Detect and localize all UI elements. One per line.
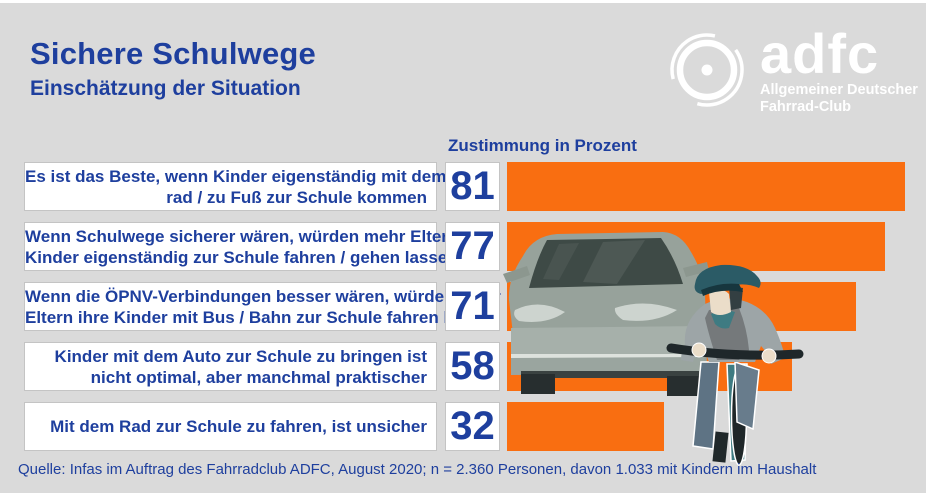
percentage-bar xyxy=(507,222,885,271)
statement-label: Wenn Schulwege sicherer wären, würden me… xyxy=(24,222,495,271)
adfc-logo: adfc Allgemeiner Deutscher Fahrrad-Club xyxy=(664,22,918,118)
chart-row: Mit dem Rad zur Schule zu fahren, ist un… xyxy=(0,402,926,451)
statement-label-line: Eltern ihre Kinder mit Bus / Bahn zur Sc… xyxy=(25,307,497,327)
source-note: Quelle: Infas im Auftrag des Fahrradclub… xyxy=(18,461,817,478)
statement-label: Mit dem Rad zur Schule zu fahren, ist un… xyxy=(24,402,437,451)
value-badge: 77 xyxy=(445,222,500,271)
statement-label-line: nicht optimal, aber manchmal praktischer xyxy=(90,367,427,387)
bicycle-wheel-icon xyxy=(664,22,750,118)
chart-row: Kinder mit dem Auto zur Schule zu bringe… xyxy=(0,342,926,391)
page-title: Sichere Schulwege xyxy=(30,36,316,71)
statement-label: Kinder mit dem Auto zur Schule zu bringe… xyxy=(24,342,437,391)
statement-label-line: Wenn Schulwege sicherer wären, würden me… xyxy=(25,226,495,246)
value-badge: 71 xyxy=(445,282,500,331)
statement-label: Es ist das Beste, wenn Kinder eigenständ… xyxy=(24,162,494,211)
percentage-bar xyxy=(507,402,664,451)
statement-label-line: Es ist das Beste, wenn Kinder eigenständ… xyxy=(25,166,494,186)
logo-brand: adfc xyxy=(760,22,880,85)
value-badge: 58 xyxy=(445,342,500,391)
percentage-bar xyxy=(507,342,792,391)
logo-tagline-line1: Allgemeiner Deutscher xyxy=(760,82,918,98)
statement-label-line: Mit dem Rad zur Schule zu fahren, ist un… xyxy=(50,417,427,436)
statement-label-line: rad / zu Fuß zur Schule kommen xyxy=(166,187,427,207)
statement-label-line: Kinder eigenständig zur Schule fahren / … xyxy=(25,247,458,267)
value-badge: 32 xyxy=(445,402,500,451)
statement-label: Wenn die ÖPNV-Verbindungen besser wären,… xyxy=(24,282,501,331)
chart-row: Wenn die ÖPNV-Verbindungen besser wären,… xyxy=(0,282,926,331)
statement-label-line: Wenn die ÖPNV-Verbindungen besser wären,… xyxy=(25,286,501,306)
logo-tagline: Allgemeiner Deutscher Fahrrad-Club xyxy=(760,82,918,116)
value-badge: 81 xyxy=(445,162,500,211)
logo-tagline-line2: Fahrrad-Club xyxy=(760,99,852,115)
statement-label-line: Kinder mit dem Auto zur Schule zu bringe… xyxy=(54,346,427,366)
chart-row: Wenn Schulwege sicherer wären, würden me… xyxy=(0,222,926,271)
value-axis-label: Zustimmung in Prozent xyxy=(448,136,637,155)
page-subtitle: Einschätzung der Situation xyxy=(30,77,301,100)
logo-text: adfc Allgemeiner Deutscher Fahrrad-Club xyxy=(760,22,918,116)
percentage-bar xyxy=(507,162,905,211)
percentage-bar xyxy=(507,282,856,331)
top-edge-strip xyxy=(0,0,926,3)
chart-row: Es ist das Beste, wenn Kinder eigenständ… xyxy=(0,162,926,211)
